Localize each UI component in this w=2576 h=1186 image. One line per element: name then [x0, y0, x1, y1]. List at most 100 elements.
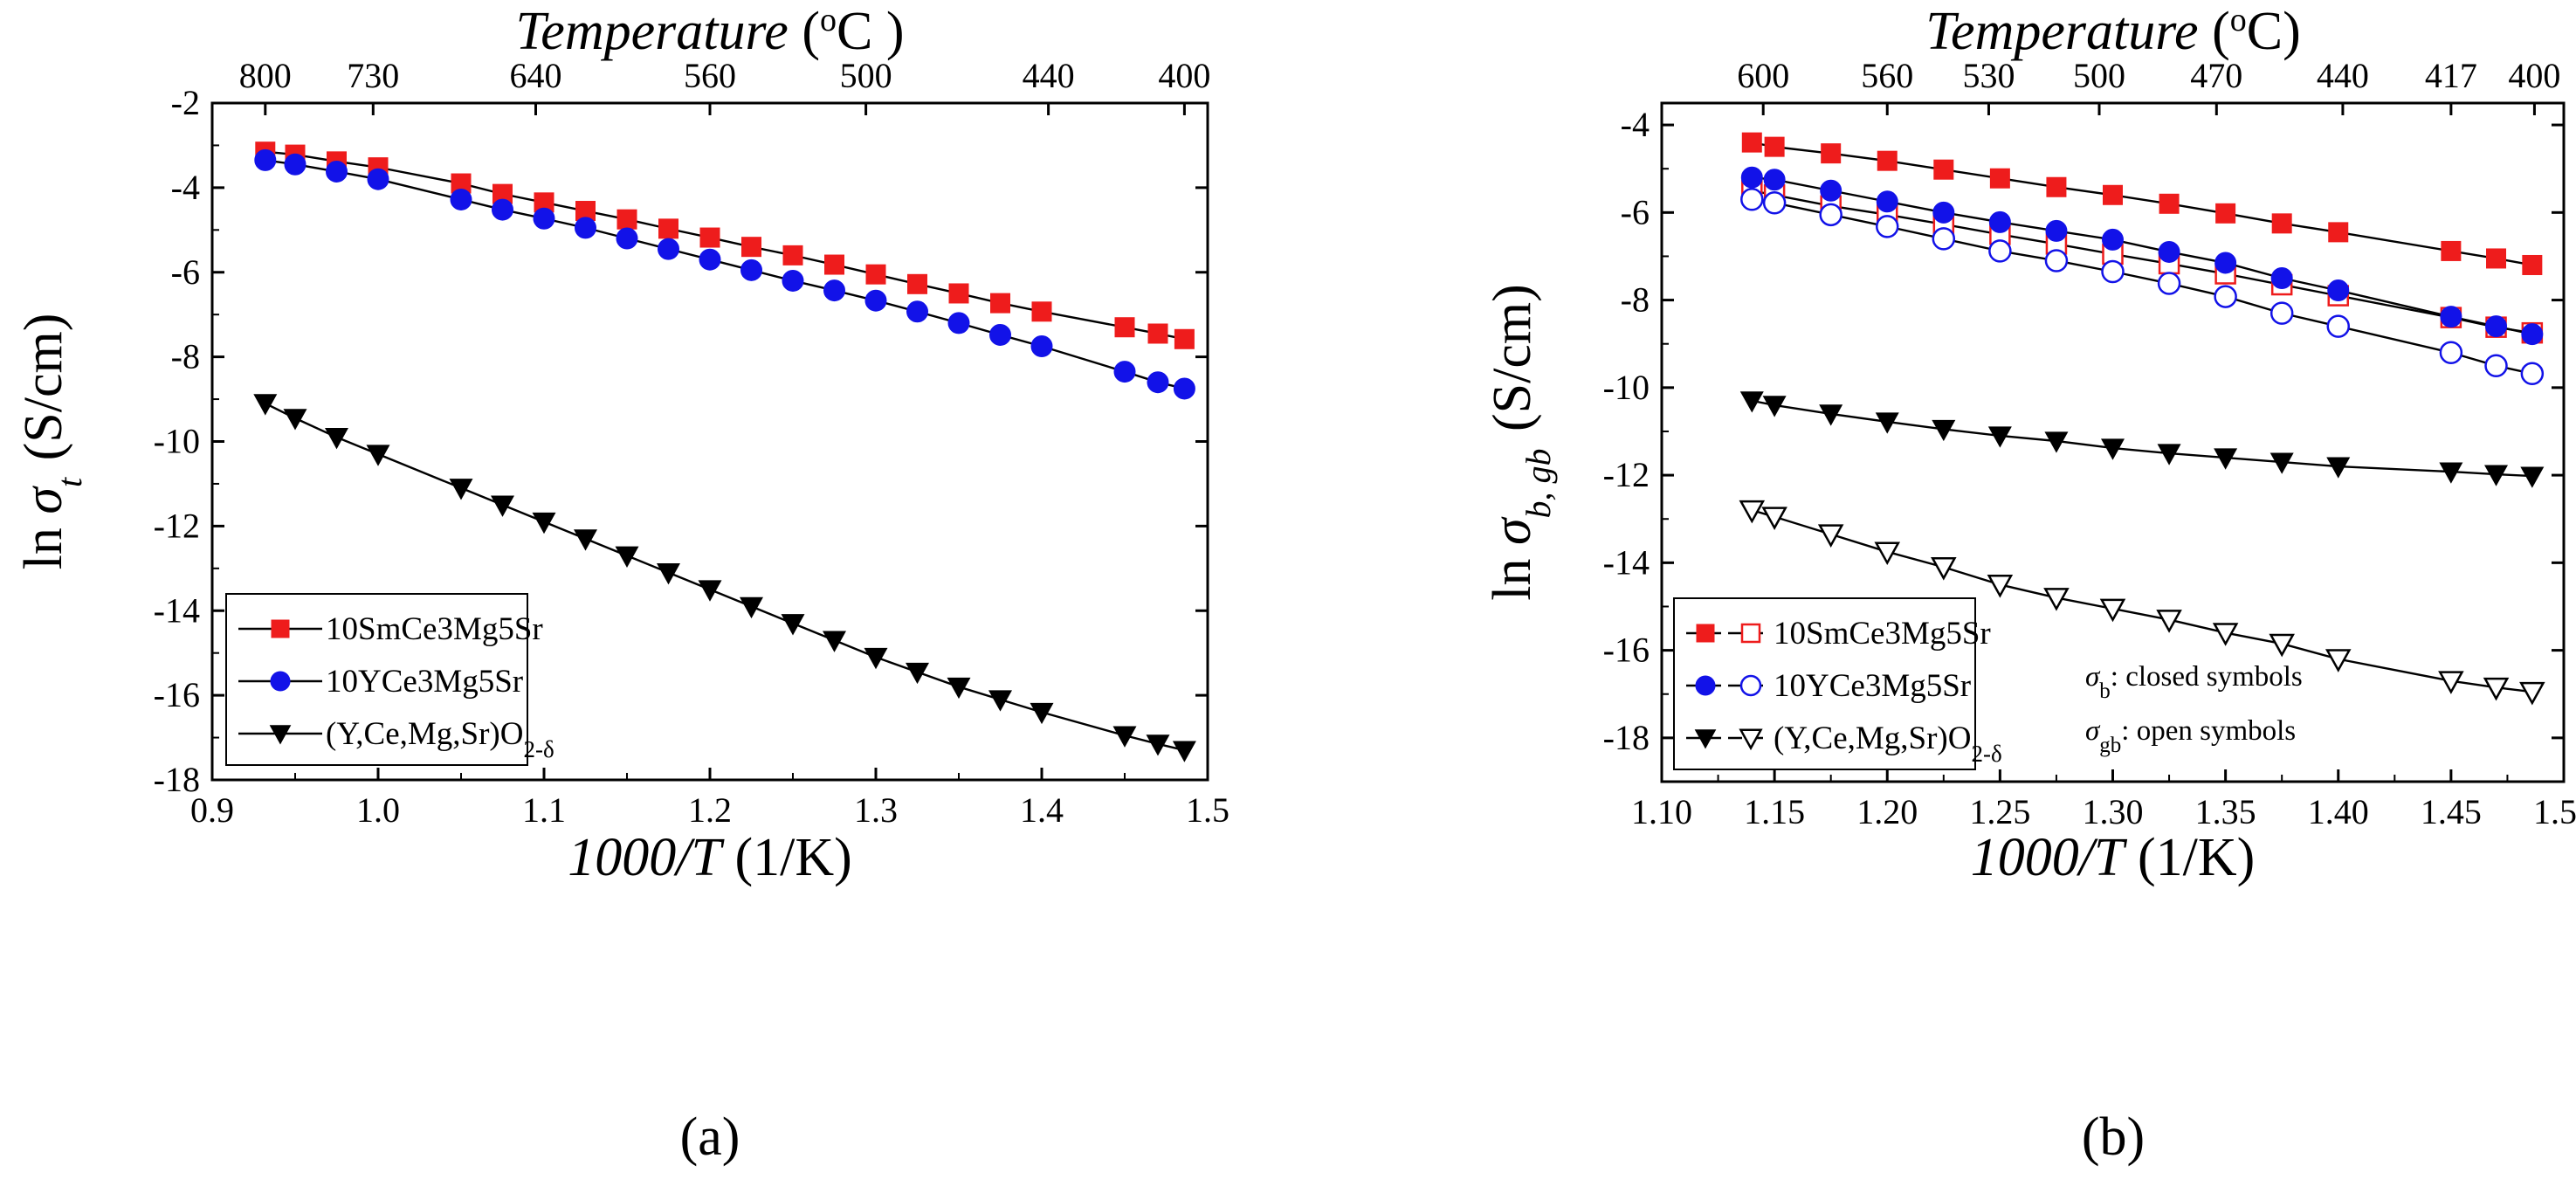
legend-label: 10YCe3Mg5Sr — [1774, 668, 1971, 704]
legend: 10SmCe3Mg5Sr 10YCe3Mg5Sr (Y,Ce,Mg,Sr)O2-δ — [1673, 597, 2002, 770]
data-point — [1739, 500, 1766, 524]
top-tick-label: 600 — [1737, 56, 1789, 95]
top-tick-label: 530 — [1962, 56, 2015, 95]
data-point — [741, 237, 761, 258]
top-axis-unit-open: ( — [789, 2, 820, 61]
y-axis-label-sub: t — [50, 477, 89, 487]
data-point — [907, 273, 927, 294]
data-point — [1031, 301, 1052, 322]
data-point — [2438, 671, 2464, 694]
x-tick-label: 1.50 — [2533, 792, 2576, 831]
legend-marker — [1739, 674, 1762, 697]
y-tick-label: -14 — [154, 590, 200, 630]
data-point — [1932, 419, 1956, 442]
x-tick-label: 1.1 — [522, 790, 566, 830]
data-point — [2158, 240, 2180, 263]
data-point — [1740, 166, 1763, 189]
data-point — [2328, 222, 2349, 243]
data-point — [366, 445, 390, 466]
top-tick-label: 440 — [2317, 56, 2369, 95]
data-point — [782, 269, 804, 292]
data-point — [1932, 201, 1955, 224]
legend: 10SmCe3Mg5Sr 10YCe3Mg5Sr (Y,Ce,Mg,Sr)O2-δ — [225, 593, 554, 766]
data-point — [254, 148, 277, 171]
data-point — [1817, 524, 1844, 548]
x-tick-label: 1.2 — [688, 790, 732, 830]
data-point — [947, 677, 971, 700]
data-point — [1147, 371, 1169, 394]
series-1 — [254, 148, 1195, 400]
data-point — [2215, 203, 2236, 224]
x-axis-label-var: 1000/T — [568, 828, 725, 887]
data-point — [2521, 323, 2544, 346]
data-point — [2101, 438, 2125, 460]
y-tick-label: -2 — [171, 83, 200, 122]
y-axis-label: ln σt (S/cm) — [14, 314, 89, 570]
data-point — [1762, 396, 1787, 417]
top-tick-label: 417 — [2425, 56, 2477, 95]
data-point — [2043, 588, 2070, 611]
annotation-symbol: σ — [2085, 661, 2101, 693]
data-point — [284, 153, 307, 176]
data-point — [2045, 219, 2068, 242]
data-point — [2520, 362, 2545, 386]
legend-label-text: 10YCe3Mg5Sr — [1774, 668, 1971, 704]
data-point — [2269, 452, 2294, 474]
y-tick-label: -6 — [171, 252, 200, 292]
series-line — [265, 159, 1185, 390]
x-axis-label-var: 1000/T — [1971, 828, 2128, 887]
y-tick-label: -18 — [1603, 718, 1650, 757]
data-point — [865, 264, 886, 285]
series-4 — [1739, 391, 2545, 488]
top-axis-title: Temperature (oC) — [1925, 2, 2300, 61]
series-2 — [253, 394, 1196, 762]
data-point — [575, 217, 596, 239]
legend-label-text: 10YCe3Mg5Sr — [326, 664, 523, 700]
panel-label: (a) — [680, 1107, 740, 1167]
x-tick-label: 1.3 — [854, 790, 898, 830]
data-point — [1876, 190, 1898, 213]
series-line — [265, 150, 1185, 341]
top-tick-label: 440 — [1023, 56, 1075, 95]
top-axis-title-text: Temperature — [1925, 2, 2198, 61]
data-point — [2156, 610, 2182, 633]
legend-label: 10YCe3Mg5Sr — [326, 664, 523, 700]
y-axis-label-prefix: ln — [14, 514, 73, 570]
x-tick-label: 0.9 — [190, 790, 234, 830]
data-point — [2157, 444, 2181, 465]
y-tick-label: -12 — [154, 506, 200, 545]
x-tick-label: 1.45 — [2421, 792, 2482, 831]
data-point — [1762, 191, 1787, 215]
top-tick-label: 500 — [840, 56, 892, 95]
data-point — [2269, 633, 2295, 658]
annotation-symbol: σ — [2085, 715, 2101, 747]
series-line — [1752, 399, 2532, 478]
y-tick-label: -18 — [154, 760, 200, 799]
data-point — [2483, 677, 2510, 701]
data-point — [2439, 341, 2463, 364]
legend-marker — [1696, 624, 1715, 643]
data-point — [658, 218, 678, 239]
top-axis-title: Temperature (oC ) — [516, 2, 905, 61]
data-point — [2327, 279, 2350, 302]
y-axis-label: ln σb, gb (S/cm) — [1483, 284, 1558, 601]
y-tick-label: -12 — [1603, 455, 1650, 494]
legend-marker — [1740, 623, 1761, 644]
legend-marker — [270, 671, 291, 692]
legend-marker — [1739, 728, 1763, 751]
data-point — [2439, 462, 2463, 484]
data-point — [2102, 228, 2124, 251]
data-point — [2044, 431, 2069, 453]
chart-panel-a: 0.9 1.0 1.1 1.2 1.3 1.4 1.5 -2 -4 -6 -8 -10 -12 -14 -1… — [14, 2, 1229, 1167]
series-1 — [1741, 180, 2544, 344]
data-point — [616, 209, 637, 230]
x-axis-label-unit: (1/K) — [2124, 828, 2255, 887]
data-point — [781, 614, 805, 636]
data-point — [1989, 168, 2010, 189]
data-point — [1030, 702, 1054, 725]
data-point — [864, 647, 888, 670]
data-point — [2485, 315, 2508, 338]
data-point — [2326, 457, 2351, 479]
x-tick-label: 1.25 — [1969, 792, 2030, 831]
